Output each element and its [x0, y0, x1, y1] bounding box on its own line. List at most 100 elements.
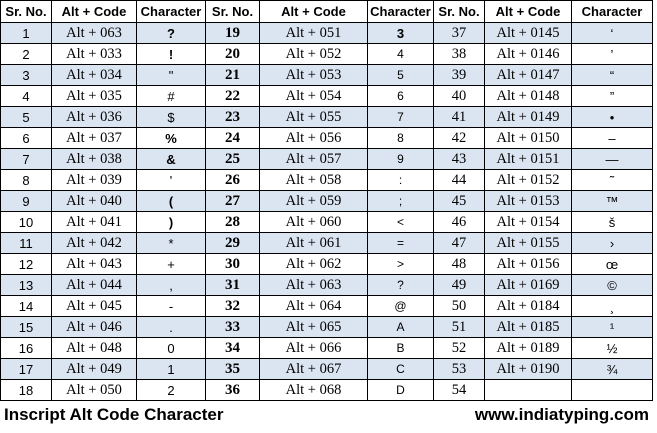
cell-alt-code-1: Alt + 048 — [51, 337, 137, 359]
cell-character-2: 7 — [367, 106, 434, 128]
cell-alt-code-1: Alt + 036 — [51, 106, 137, 128]
cell-character-2: A — [367, 316, 434, 338]
cell-sr-no-1: 11 — [0, 232, 52, 254]
alt-code-table: Sr. No. Alt + Code Character Sr. No. Alt… — [0, 0, 653, 401]
cell-sr-no-3: 42 — [433, 127, 485, 149]
cell-character-3: ½ — [571, 337, 653, 359]
cell-sr-no-3: 53 — [433, 358, 485, 380]
cell-alt-code-2: Alt + 066 — [259, 337, 368, 359]
cell-sr-no-1: 18 — [0, 379, 52, 401]
cell-alt-code-1: Alt + 033 — [51, 43, 137, 65]
cell-sr-no-3: 54 — [433, 379, 485, 401]
cell-sr-no-1: 3 — [0, 64, 52, 86]
footer-title: Inscript Alt Code Character — [4, 405, 224, 424]
cell-sr-no-3: 47 — [433, 232, 485, 254]
cell-character-3: œ — [571, 253, 653, 275]
cell-alt-code-2: Alt + 067 — [259, 358, 368, 380]
cell-sr-no-2: 28 — [205, 211, 260, 233]
cell-character-1: 1 — [136, 358, 206, 380]
cell-sr-no-3: 51 — [433, 316, 485, 338]
cell-character-3: © — [571, 274, 653, 296]
cell-sr-no-2: 21 — [205, 64, 260, 86]
cell-alt-code-2: Alt + 055 — [259, 106, 368, 128]
cell-character-1: - — [136, 295, 206, 317]
cell-alt-code-2: Alt + 068 — [259, 379, 368, 401]
header-sr-no-1: Sr. No. — [0, 0, 52, 23]
cell-sr-no-2: 33 — [205, 316, 260, 338]
cell-alt-code-3: Alt + 0148 — [484, 85, 572, 107]
cell-character-2: C — [367, 358, 434, 380]
cell-character-1: ? — [136, 22, 206, 44]
cell-sr-no-3: 39 — [433, 64, 485, 86]
cell-alt-code-1: Alt + 050 — [51, 379, 137, 401]
cell-sr-no-2: 31 — [205, 274, 260, 296]
cell-alt-code-2: Alt + 065 — [259, 316, 368, 338]
table-row: 17 Alt + 049 1 35 Alt + 067 C 53 Alt + 0190 ¾ — [0, 358, 653, 380]
cell-character-3: ‘ — [571, 22, 653, 44]
table-row: 8 Alt + 039 ' 26 Alt + 058:44 Alt + 0152 ˜ — [0, 169, 653, 191]
cell-alt-code-2: Alt + 052 — [259, 43, 368, 65]
table-row: 14 Alt + 045-32 Alt + 064 @50 Alt + 0184 ¸ — [0, 295, 653, 317]
cell-alt-code-2: Alt + 061 — [259, 232, 368, 254]
cell-sr-no-3: 46 — [433, 211, 485, 233]
cell-alt-code-1: Alt + 041 — [51, 211, 137, 233]
cell-character-3: “ — [571, 64, 653, 86]
cell-alt-code-1: Alt + 040 — [51, 190, 137, 212]
cell-character-2: = — [367, 232, 434, 254]
cell-character-1: ' — [136, 169, 206, 191]
cell-character-1: + — [136, 253, 206, 275]
cell-character-2: ; — [367, 190, 434, 212]
cell-character-2: @ — [367, 295, 434, 317]
header-row: Sr. No. Alt + Code Character Sr. No. Alt… — [0, 0, 653, 23]
cell-sr-no-2: 20 — [205, 43, 260, 65]
cell-alt-code-3: Alt + 0169 — [484, 274, 572, 296]
cell-alt-code-3: Alt + 0154 — [484, 211, 572, 233]
cell-alt-code-3: Alt + 0185 — [484, 316, 572, 338]
cell-alt-code-3: Alt + 0156 — [484, 253, 572, 275]
table-row: 7 Alt + 038 & 25 Alt + 057 9 43 Alt + 0151— — [0, 148, 653, 170]
cell-character-2: 5 — [367, 64, 434, 86]
cell-character-2: ? — [367, 274, 434, 296]
table-row: 1 Alt + 063? 19 Alt + 051 3 37 Alt + 0145 ‘ — [0, 22, 653, 44]
cell-character-2: > — [367, 253, 434, 275]
cell-character-1: # — [136, 85, 206, 107]
cell-character-3: ¹ — [571, 316, 653, 338]
cell-sr-no-1: 5 — [0, 106, 52, 128]
cell-character-1: * — [136, 232, 206, 254]
header-alt-code-1: Alt + Code — [51, 0, 137, 23]
cell-sr-no-2: 32 — [205, 295, 260, 317]
cell-character-1: % — [136, 127, 206, 149]
table-row: 12 Alt + 043 +30 Alt + 062 >48 Alt + 0156 œ — [0, 253, 653, 275]
cell-alt-code-1: Alt + 049 — [51, 358, 137, 380]
cell-alt-code-3: Alt + 0189 — [484, 337, 572, 359]
cell-sr-no-1: 6 — [0, 127, 52, 149]
cell-character-2: 4 — [367, 43, 434, 65]
cell-character-1: ! — [136, 43, 206, 65]
cell-character-2: < — [367, 211, 434, 233]
cell-alt-code-2: Alt + 054 — [259, 85, 368, 107]
cell-character-1: ( — [136, 190, 206, 212]
header-sr-no-3: Sr. No. — [433, 0, 485, 23]
cell-character-2: : — [367, 169, 434, 191]
cell-character-3: – — [571, 127, 653, 149]
cell-alt-code-1: Alt + 038 — [51, 148, 137, 170]
cell-alt-code-3: Alt + 0149 — [484, 106, 572, 128]
cell-alt-code-3: Alt + 0146 — [484, 43, 572, 65]
cell-alt-code-1: Alt + 039 — [51, 169, 137, 191]
cell-sr-no-1: 10 — [0, 211, 52, 233]
cell-sr-no-3: 50 — [433, 295, 485, 317]
cell-character-3: • — [571, 106, 653, 128]
cell-alt-code-2: Alt + 051 — [259, 22, 368, 44]
cell-sr-no-1: 2 — [0, 43, 52, 65]
cell-alt-code-3: Alt + 0155 — [484, 232, 572, 254]
cell-character-1: , — [136, 274, 206, 296]
cell-character-3: › — [571, 232, 653, 254]
cell-character-3 — [571, 379, 653, 401]
table-row: 5 Alt + 036 $23 Alt + 055 7 41 Alt + 0149 • — [0, 106, 653, 128]
cell-alt-code-2: Alt + 056 — [259, 127, 368, 149]
table-row: 2 Alt + 033! 20 Alt + 052 4 38 Alt + 0146’ — [0, 43, 653, 65]
cell-alt-code-3: Alt + 0147 — [484, 64, 572, 86]
cell-sr-no-2: 29 — [205, 232, 260, 254]
cell-character-1: 2 — [136, 379, 206, 401]
